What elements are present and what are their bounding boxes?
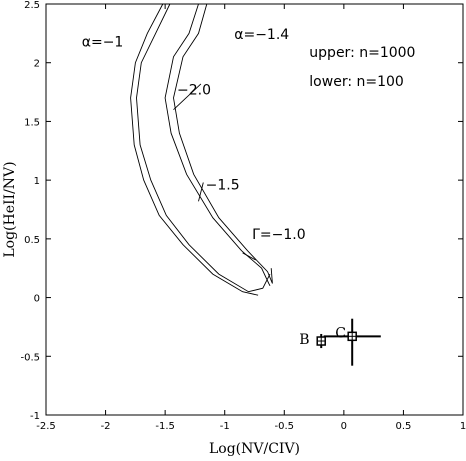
series-line (173, 83, 202, 111)
series-line (164, 3, 271, 287)
annotation-label: upper: n=1000 (309, 45, 415, 61)
y-tick-label: -0.5 (20, 352, 40, 363)
x-tick-label: -1.5 (155, 421, 175, 432)
x-tick-label: -0.5 (275, 421, 295, 432)
x-tick-label: -2.5 (36, 421, 56, 432)
series-line (136, 3, 271, 293)
annotations: α=−1 α=−1.4 −2.0 −1.5 Γ=−1.0 upper: n=1000 low… (82, 27, 416, 243)
series-line (130, 3, 259, 296)
y-tick-label: 0 (34, 294, 40, 305)
y-axis-title: Log(HeII/NV) (2, 161, 18, 257)
series-line (173, 3, 273, 284)
plot-frame (45, 3, 464, 416)
x-tick-label: 0.5 (395, 421, 411, 432)
y-tick-label: 2 (34, 59, 40, 70)
annotation-label: lower: n=100 (309, 74, 404, 90)
x-tick-label: -1 (220, 421, 230, 432)
x-axis-title: Log(NV/CIV) (209, 441, 300, 457)
point-label: B (299, 332, 309, 348)
x-tick-label: -2 (101, 421, 111, 432)
y-tick-label: 1 (34, 176, 40, 187)
y-tick-label: -1 (30, 411, 40, 422)
annotation-label: α=−1.4 (234, 27, 289, 43)
annotation-label: Γ=−1.0 (252, 227, 306, 243)
model-curves (130, 3, 273, 296)
x-tick-label: 0 (341, 421, 347, 432)
point-label: C (335, 325, 346, 341)
y-tick-label: 2.5 (24, 0, 40, 11)
y-tick-label: 0.5 (24, 235, 40, 246)
y-tick-label: 1.5 (24, 117, 40, 128)
series-line (198, 182, 204, 202)
series-line (242, 252, 256, 261)
annotation-label: −1.5 (206, 178, 240, 194)
annotation-label: −2.0 (177, 82, 211, 98)
annotation-label: α=−1 (82, 34, 124, 50)
axis-ticks: -2.5 -2 -1.5 -1 -0.5 0 0.5 1 -1 -0.5 0 0.5 1 1.5 2 2.5 (20, 0, 466, 432)
x-tick-label: 1 (460, 421, 466, 432)
